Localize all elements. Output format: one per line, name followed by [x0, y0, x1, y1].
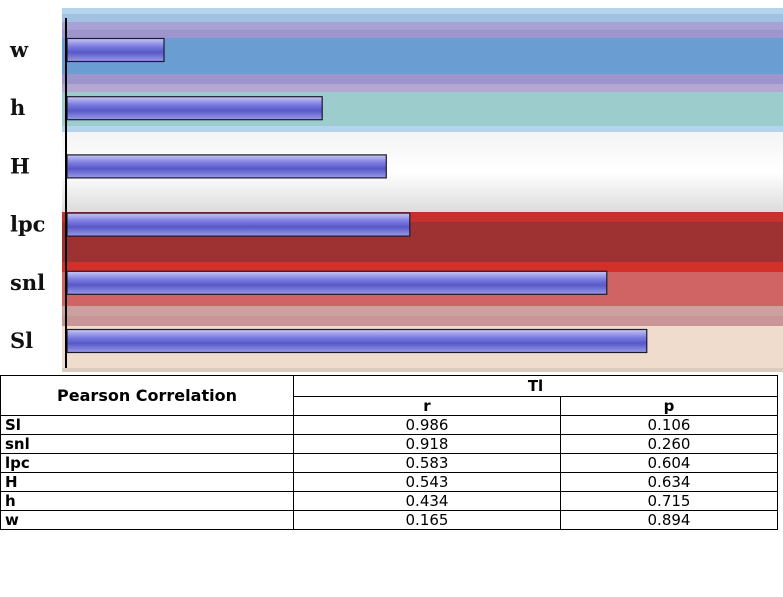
category-label-h: h: [10, 95, 25, 120]
category-label-h: H: [10, 153, 30, 178]
bar-snl: [66, 270, 608, 295]
cell-p: 0.894: [560, 510, 778, 530]
category-label-sl: Sl: [10, 328, 33, 353]
cell-p: 0.106: [560, 415, 778, 435]
row-label: w: [0, 510, 294, 530]
category-label-w: w: [9, 37, 29, 62]
cell-r: 0.165: [293, 510, 561, 530]
row-label: H: [0, 472, 294, 492]
cell-r: 0.583: [293, 453, 561, 473]
table-row: lpc 0.583 0.604: [0, 453, 778, 473]
background-stripes: [62, 8, 783, 372]
table-row: Sl 0.986 0.106: [0, 415, 778, 435]
cell-p: 0.715: [560, 491, 778, 511]
bar-lpc: [66, 212, 411, 237]
bar-sl: [66, 328, 648, 354]
category-label-lpc: lpc: [10, 212, 45, 237]
category-label-snl: snl: [10, 270, 45, 295]
bar-h: [66, 154, 387, 179]
column-header-r: r: [293, 396, 561, 416]
bar-h: [66, 96, 323, 121]
bar-w: [66, 37, 165, 63]
cell-r: 0.543: [293, 472, 561, 492]
column-header-p: p: [560, 396, 778, 416]
cell-p: 0.604: [560, 453, 778, 473]
table-row: h 0.434 0.715: [0, 491, 778, 511]
table-group-header: Tl: [293, 375, 778, 397]
cell-r: 0.434: [293, 491, 561, 511]
cell-p: 0.260: [560, 434, 778, 454]
table-corner-header: Pearson Correlation: [0, 375, 294, 416]
row-label: Sl: [0, 415, 294, 435]
table-row: w 0.165 0.894: [0, 510, 778, 530]
correlation-table: Pearson Correlation Tl r p Sl 0.986 0.10…: [0, 375, 778, 530]
table-row: H 0.543 0.634: [0, 472, 778, 492]
table-row: snl 0.918 0.260: [0, 434, 778, 454]
row-label: lpc: [0, 453, 294, 473]
cell-r: 0.918: [293, 434, 561, 454]
row-label: snl: [0, 434, 294, 454]
cell-r: 0.986: [293, 415, 561, 435]
row-label: h: [0, 491, 294, 511]
cell-p: 0.634: [560, 472, 778, 492]
